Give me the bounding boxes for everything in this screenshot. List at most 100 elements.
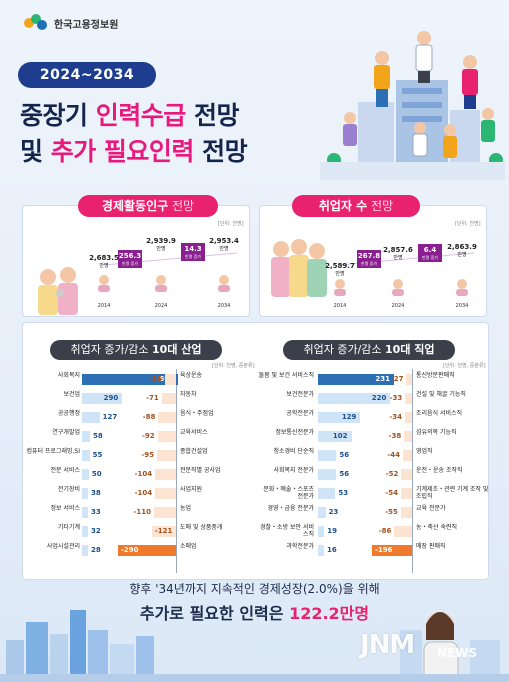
bar-row: 사업시설관리 28 -290 소매업 xyxy=(22,540,257,559)
increase-label: 사회복지 전문가 xyxy=(273,467,314,474)
increase-label: 전기장비 xyxy=(57,486,80,493)
badge-value: 6.4 xyxy=(423,246,437,254)
decrease-bar: -27 xyxy=(391,374,412,385)
decrease-value: -27 xyxy=(390,375,404,383)
decrease-value: -121 xyxy=(154,527,173,535)
increase-bar: 56 xyxy=(318,450,349,461)
increase-label: 정보통신전문가 xyxy=(275,429,314,436)
increase-label: 사업시설관리 xyxy=(46,543,80,550)
decrease-label: 자동차 xyxy=(180,391,197,398)
section-title-text: 취업자 증가/감소 xyxy=(303,343,386,356)
increase-value: 38 xyxy=(91,489,101,497)
decrease-label: 운전・운송 조작직 xyxy=(416,467,463,474)
value-number: 2,589.7 xyxy=(325,262,355,270)
decrease-bar: -55 xyxy=(385,507,412,518)
decrease-value: -34 xyxy=(389,413,403,421)
decrease-bar: -71 xyxy=(146,393,176,404)
value-number: 2,683.5 xyxy=(89,254,119,262)
decrease-value: -33 xyxy=(389,394,403,402)
decrease-bar: -44 xyxy=(387,450,412,461)
decrease-label: 교육서비스 xyxy=(180,429,208,436)
increase-bar: 55 xyxy=(82,450,102,461)
employment-2034-value: 2,863.9 만명 xyxy=(442,243,482,259)
decrease-value: -95 xyxy=(141,451,154,459)
employment-panel-title: 취업자 수 전망 xyxy=(292,195,420,217)
decrease-value: -38 xyxy=(388,432,402,440)
bar-row: 청소경비 단순직 56 -44 영업직 xyxy=(258,445,490,464)
org-logo-block: 한국고용정보원 xyxy=(24,14,118,32)
bar-row: 기타기계 32 -121 도매 및 상품중개 xyxy=(22,521,257,540)
decrease-label: 기계제조・관련 기계 조작 및 조립직 xyxy=(416,486,489,500)
increase-label: 과학전문가 xyxy=(286,543,314,550)
badge-note: 만명 증가 xyxy=(422,255,438,260)
person-icon xyxy=(334,279,346,296)
increase-value: 53 xyxy=(338,489,349,497)
title-highlight: 추가 필요인력 xyxy=(50,137,195,166)
title-text: 및 xyxy=(20,137,51,166)
badge-value: 267.8 xyxy=(357,252,381,260)
econ-2014-value: 2,683.5 만명 xyxy=(84,254,124,270)
decrease-value: -56 xyxy=(149,375,162,383)
footer-text: 추가로 필요한 인력은 xyxy=(139,604,290,623)
increase-label: 사회복지 xyxy=(57,372,80,379)
occupation-bar-list: 돌봄 및 보건 서비스직 231 -27 통신방문판매직 보건전문가 220 -33 건설 및… xyxy=(258,369,490,559)
badge-value: 14.3 xyxy=(184,245,202,253)
value-number: 2,939.9 xyxy=(146,237,176,245)
decrease-label: 소매업 xyxy=(180,543,197,550)
decrease-value: -88 xyxy=(142,413,156,421)
employment-year-2024: 2024 xyxy=(391,303,405,309)
increase-value: 50 xyxy=(91,470,102,478)
person-icon xyxy=(98,275,110,292)
decrease-label: 음식・주점업 xyxy=(180,410,214,417)
increase-value: 58 xyxy=(93,432,103,440)
decrease-label: 농・축산 숙련직 xyxy=(416,524,458,531)
workers-illustration xyxy=(320,31,505,180)
increase-bar: 231 xyxy=(318,374,394,385)
decrease-bar: -104 xyxy=(135,488,176,499)
increase-value: 290 xyxy=(103,394,119,402)
decrease-bar: -34 xyxy=(389,412,412,423)
increase-label: 문화・예술・스포츠 전문가 xyxy=(263,486,314,500)
decrease-bar: -54 xyxy=(385,488,412,499)
bar-row: 과학전문가 16 -196 매장 판매직 xyxy=(258,540,490,559)
employment-people-illustration xyxy=(271,239,475,297)
increase-bar: 58 xyxy=(82,431,103,442)
bar-row: 정보통신전문가 102 -38 섬유의복 기능직 xyxy=(258,426,490,445)
increase-label: 전문 서비스 xyxy=(50,467,80,474)
increase-label: 연구개발업 xyxy=(52,429,80,436)
bar-row: 돌봄 및 보건 서비스직 231 -27 통신방문판매직 xyxy=(258,369,490,388)
occupation-unit: [단위: 천명, 중분류] xyxy=(443,363,486,369)
badge-value: 256.3 xyxy=(118,252,142,260)
increase-bar: 50 xyxy=(82,469,102,480)
decrease-label: 교육 전문가 xyxy=(416,505,446,512)
increase-value: 16 xyxy=(327,546,337,554)
decrease-label: 육상운송 xyxy=(180,372,203,379)
employment-2024-value: 2,857.6 만명 xyxy=(378,246,418,262)
decrease-label: 섬유의복 기능직 xyxy=(416,429,457,436)
value-number: 2,857.6 xyxy=(383,246,413,254)
increase-value: 127 xyxy=(102,413,118,421)
increase-label: 보건전문가 xyxy=(286,391,314,398)
decrease-value: -71 xyxy=(146,394,159,402)
increase-bar: 692 xyxy=(82,374,178,385)
increase-label: 경영・금융 전문가 xyxy=(267,505,314,512)
increase-value: 56 xyxy=(339,470,350,478)
increase-value: 19 xyxy=(327,527,337,535)
decrease-bar: -86 xyxy=(379,526,412,537)
panel-title-text: 취업자 수 xyxy=(318,199,368,213)
increase-label: 보건업 xyxy=(63,391,80,398)
increase-bar: 129 xyxy=(318,412,361,423)
panel-title-sub: 전망 xyxy=(168,199,195,213)
increase-bar: 56 xyxy=(318,469,349,480)
decrease-label: 농업 xyxy=(180,505,192,512)
increase-bar: 53 xyxy=(318,488,348,499)
econ-year-2034: 2034 xyxy=(217,303,231,309)
decrease-bar: -92 xyxy=(142,431,176,442)
section-title-bold: 10대 산업 xyxy=(152,343,202,356)
increase-value: 23 xyxy=(328,508,339,516)
value-unit: 만명 xyxy=(219,246,229,252)
org-logo-icon xyxy=(24,14,50,32)
decrease-label: 매장 판매직 xyxy=(416,543,446,550)
decrease-label: 영업직 xyxy=(416,448,433,455)
decrease-bar: -290 xyxy=(118,545,176,556)
